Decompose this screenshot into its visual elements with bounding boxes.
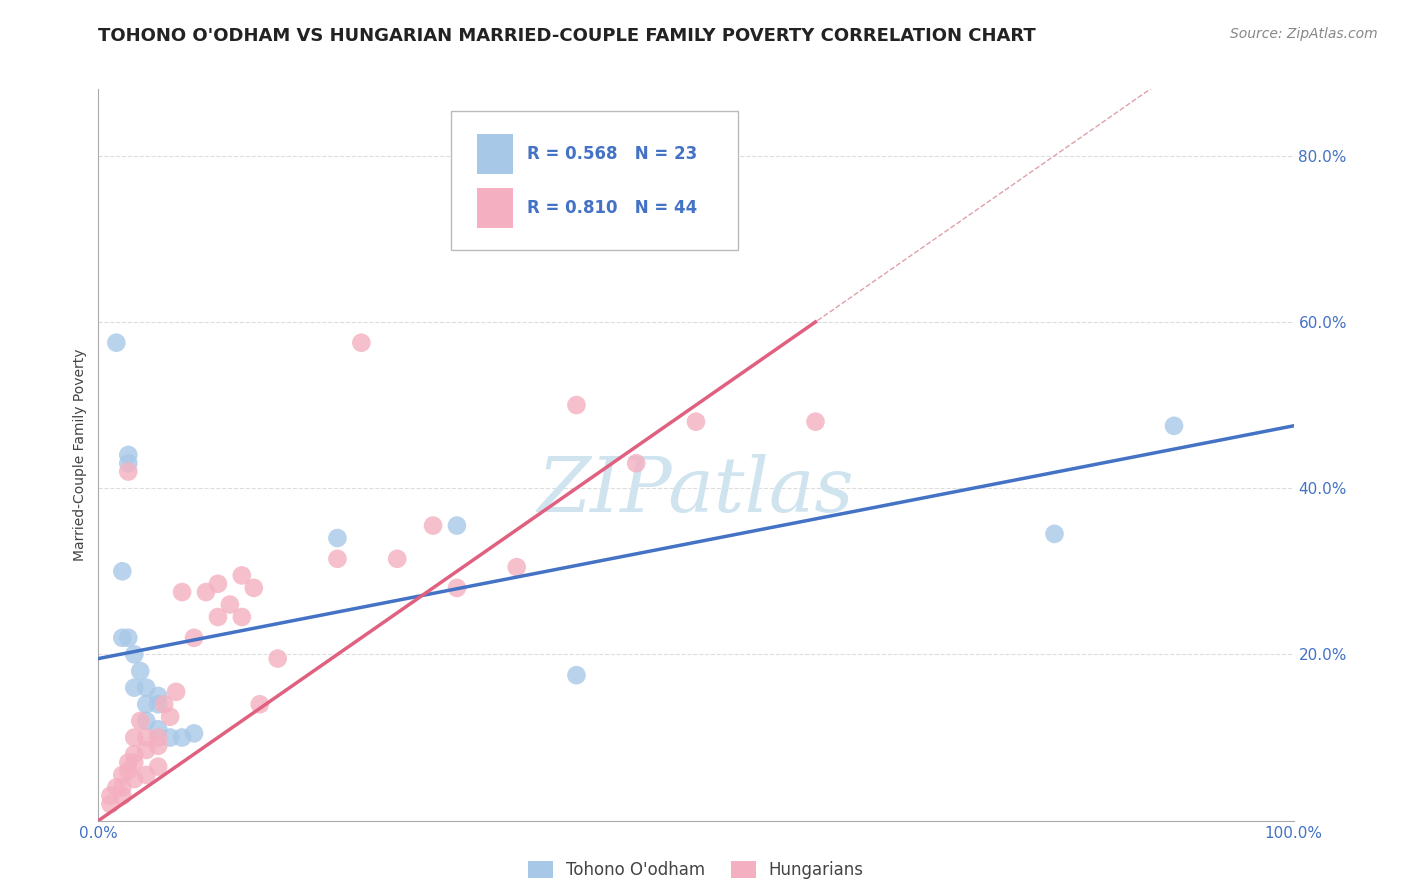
Point (135, 714, 157, 728)
Point (148, 698, 170, 712)
Point (326, 531, 349, 545)
Point (207, 576, 229, 591)
Point (207, 610, 229, 624)
Point (804, 415, 827, 429)
Point (219, 598, 242, 612)
Text: TOHONO O'ODHAM VS HUNGARIAN MARRIED-COUPLE FAMILY POVERTY CORRELATION CHART: TOHONO O'ODHAM VS HUNGARIAN MARRIED-COUP… (98, 27, 1036, 45)
Point (183, 726, 205, 740)
Y-axis label: Married-Couple Family Poverty: Married-Couple Family Poverty (73, 349, 87, 561)
Point (231, 568, 253, 582)
Point (231, 610, 253, 624)
Point (159, 710, 181, 724)
Point (124, 681, 146, 695)
Point (111, 789, 134, 803)
Point (105, 780, 128, 795)
Point (124, 648, 146, 662)
Point (506, 560, 529, 574)
Text: Source: ZipAtlas.com: Source: ZipAtlas.com (1230, 27, 1378, 41)
Point (183, 631, 205, 645)
Point (117, 764, 139, 778)
Point (165, 685, 187, 699)
Point (135, 731, 157, 745)
Point (111, 768, 134, 782)
Point (117, 465, 139, 479)
Point (159, 731, 181, 745)
Point (326, 551, 349, 566)
Point (129, 664, 152, 678)
Legend: Tohono O'odham, Hungarians: Tohono O'odham, Hungarians (522, 854, 870, 886)
Point (422, 518, 444, 533)
Point (124, 756, 146, 770)
Point (111, 564, 134, 578)
FancyBboxPatch shape (451, 112, 738, 250)
Point (129, 714, 152, 728)
Point (565, 668, 588, 682)
Point (124, 731, 146, 745)
Point (153, 698, 176, 712)
Point (135, 698, 157, 712)
Point (117, 448, 139, 462)
Point (98, 789, 122, 803)
Point (385, 551, 409, 566)
Point (124, 747, 146, 761)
Point (1043, 527, 1066, 541)
Point (350, 335, 373, 350)
Point (117, 456, 139, 470)
Point (148, 731, 170, 745)
Text: ZIPatlas: ZIPatlas (537, 455, 855, 528)
Point (124, 772, 146, 786)
Point (446, 581, 468, 595)
Point (117, 756, 139, 770)
Point (172, 585, 194, 599)
Point (243, 581, 266, 595)
Text: R = 0.568   N = 23: R = 0.568 N = 23 (527, 145, 697, 163)
Point (135, 743, 157, 757)
Point (135, 768, 157, 782)
Point (148, 759, 170, 773)
Point (1163, 418, 1185, 433)
Point (685, 415, 707, 429)
Point (249, 698, 271, 712)
Point (148, 723, 170, 737)
Point (446, 518, 468, 533)
Point (98, 797, 122, 811)
Point (111, 631, 134, 645)
Point (267, 651, 290, 665)
Point (117, 631, 139, 645)
Point (111, 780, 134, 795)
Point (565, 398, 588, 412)
Text: R = 0.810   N = 44: R = 0.810 N = 44 (527, 199, 697, 217)
Point (148, 689, 170, 703)
Point (135, 681, 157, 695)
Bar (477, 187, 513, 227)
Point (194, 585, 218, 599)
Point (626, 456, 648, 470)
Point (172, 731, 194, 745)
Point (148, 739, 170, 753)
Bar (477, 134, 513, 175)
Point (105, 335, 128, 350)
